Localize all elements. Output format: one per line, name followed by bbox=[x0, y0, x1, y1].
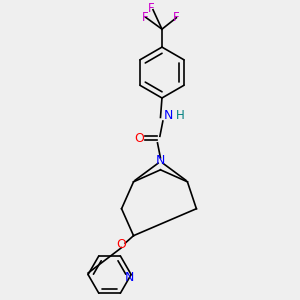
Text: N: N bbox=[125, 271, 134, 284]
Text: F: F bbox=[142, 11, 149, 24]
Text: N: N bbox=[156, 154, 165, 167]
Text: F: F bbox=[148, 2, 155, 15]
Text: F: F bbox=[173, 11, 180, 24]
Text: H: H bbox=[176, 109, 184, 122]
Text: O: O bbox=[135, 132, 145, 145]
Text: O: O bbox=[117, 238, 127, 251]
Text: N: N bbox=[164, 109, 173, 122]
